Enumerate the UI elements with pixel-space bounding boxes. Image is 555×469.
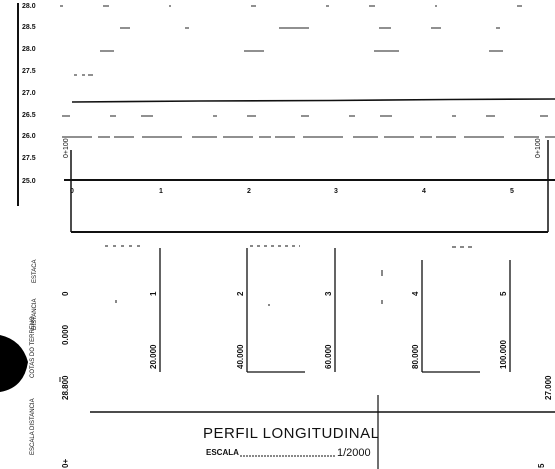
elevation-axis: 28.0 28.5 28.0 27.5 27.0 26.5 26.0 27.5 …: [17, 3, 36, 206]
elevation-label: 28.5: [22, 24, 36, 31]
right-station-label: 0+100: [535, 138, 542, 158]
row-label-cotas: COTAS DO TERRENO: [30, 316, 36, 378]
station-tick: 3: [334, 188, 338, 195]
station-tick: 0: [70, 188, 74, 195]
bottom-right-mark: 5: [537, 463, 546, 468]
distancia-value: 40.000: [236, 344, 245, 369]
row-label-escala: ESCALA DISTANCIA: [30, 398, 36, 455]
station-tick: 5: [510, 188, 514, 195]
scale-label: ESCALA: [206, 448, 239, 457]
distancia-value: 0.000: [61, 324, 70, 345]
estaca-value: 5: [499, 291, 508, 296]
table-row-labels: ESTACA DISTANCIA COTAS DO TERRENO ESCALA…: [30, 259, 38, 455]
row-label-estaca: ESTACA: [32, 259, 38, 283]
station-ticks: 0 1 2 3 4 5: [70, 188, 514, 195]
elevation-label: 26.0: [22, 133, 36, 140]
estaca-value: 0: [61, 291, 70, 296]
row-label-distancia: DISTANCIA: [32, 298, 38, 330]
cota-value-right: 27.000: [544, 375, 553, 400]
elevation-label: 27.5: [22, 68, 36, 75]
station-tick: 1: [159, 188, 163, 195]
distancia-value: 100.000: [499, 340, 508, 369]
elevation-label: 25.0: [22, 178, 36, 185]
cota-values: 28.800 27.000: [61, 375, 553, 400]
scan-blot: [0, 335, 28, 392]
estaca-values: 0 1 2 3 4 5: [61, 291, 508, 296]
data-table: [59, 245, 555, 469]
grid-lines: [60, 5, 555, 138]
elevation-label: 28.0: [22, 3, 36, 10]
estaca-value: 4: [411, 291, 420, 296]
estaca-value: 1: [149, 291, 158, 296]
elevation-label: 28.0: [22, 46, 36, 53]
terrain-profile-line: [71, 98, 555, 103]
bottom-left-mark: 0+: [61, 459, 70, 468]
left-station-label: 0+100: [63, 138, 70, 158]
elevation-tick-labels: 28.0 28.5 28.0 27.5 27.0 26.5 26.0 27.5 …: [22, 3, 36, 185]
drawing-title: PERFIL LONGITUDINAL: [203, 425, 379, 442]
distancia-value: 20.000: [149, 344, 158, 369]
estaca-value: 3: [324, 291, 333, 296]
profile-frame: [64, 140, 555, 233]
elevation-label: 27.5: [22, 155, 36, 162]
distancia-value: 60.000: [324, 344, 333, 369]
elevation-label: 27.0: [22, 90, 36, 97]
cota-value-left: 28.800: [61, 375, 70, 400]
station-tick: 2: [247, 188, 251, 195]
distancia-value: 80.000: [411, 344, 420, 369]
station-tick: 4: [422, 188, 426, 195]
elevation-label: 26.5: [22, 112, 36, 119]
estaca-value: 2: [236, 291, 245, 296]
scale-value: 1/2000: [337, 447, 371, 459]
title-block: PERFIL LONGITUDINAL ESCALA 1/2000: [203, 425, 379, 459]
distancia-values: 0.000 20.000 40.000 60.000 80.000 100.00…: [61, 324, 508, 369]
